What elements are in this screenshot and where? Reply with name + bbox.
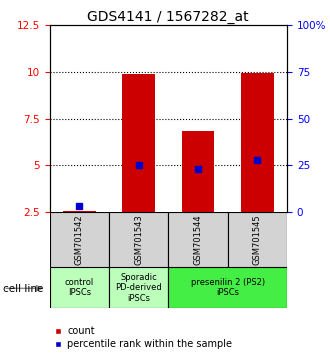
Text: presenilin 2 (PS2)
iPSCs: presenilin 2 (PS2) iPSCs [191, 278, 265, 297]
Text: control
IPSCs: control IPSCs [65, 278, 94, 297]
Text: Sporadic
PD-derived
iPSCs: Sporadic PD-derived iPSCs [115, 273, 162, 303]
Legend: count, percentile rank within the sample: count, percentile rank within the sample [54, 326, 232, 349]
Bar [109, 267, 168, 308]
Text: GSM701542: GSM701542 [75, 215, 84, 265]
Bar [50, 212, 109, 267]
Bar [182, 131, 214, 212]
Bar [109, 212, 168, 267]
Bar [228, 212, 287, 267]
Bar [168, 267, 287, 308]
Text: GSM701545: GSM701545 [253, 215, 262, 265]
Text: GSM701544: GSM701544 [193, 215, 203, 265]
Bar [63, 211, 96, 212]
Bar [241, 73, 274, 212]
Bar [50, 267, 109, 308]
Bar [122, 74, 155, 212]
Bar [168, 212, 228, 267]
Text: GSM701543: GSM701543 [134, 215, 143, 265]
Title: GDS4141 / 1567282_at: GDS4141 / 1567282_at [87, 10, 249, 24]
Text: cell line: cell line [3, 284, 44, 293]
